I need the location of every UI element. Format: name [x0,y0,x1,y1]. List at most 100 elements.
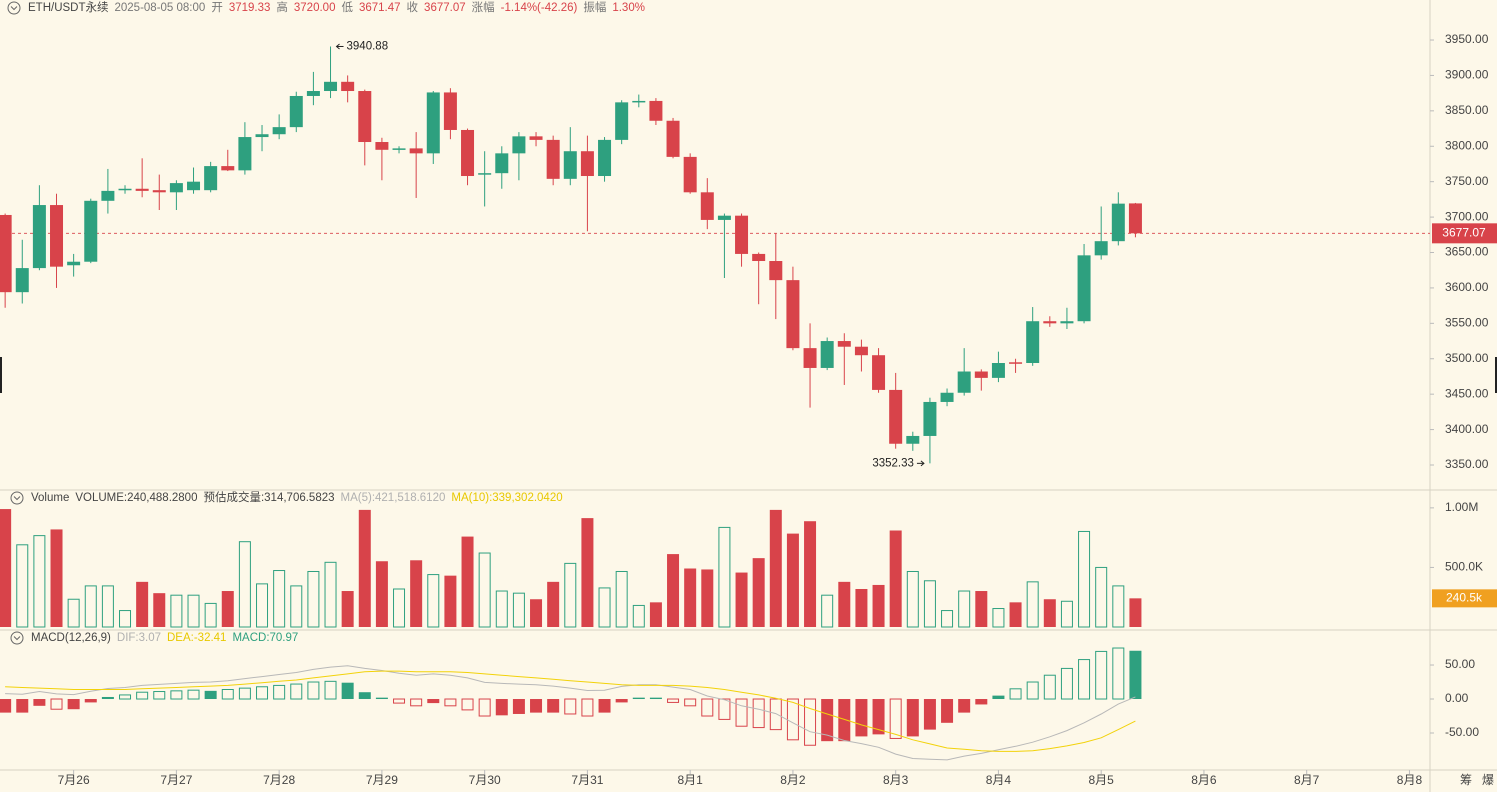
panel-header: Volume VOLUME:240,488.2800 预估成交量:314,706.5… [31,490,563,504]
side-handle[interactable] [1495,357,1497,393]
volume-bar [1112,585,1125,628]
y-tick-label: 3850.00 [1445,103,1489,117]
volume-bar [855,588,868,627]
candle-body [187,181,201,191]
header-item: 收 [407,0,419,14]
volume-bar [444,575,457,627]
candle-body [546,139,560,179]
volume-bar [786,533,799,627]
candle-body [272,127,286,135]
x-tick-label: 8月3 [883,773,909,787]
macd-bar [221,688,234,700]
macd-bar [1078,659,1091,700]
volume-bar [0,509,12,627]
volume-bar [478,552,491,628]
volume-bar [906,570,919,628]
toolbar-button[interactable]: 筹 [1460,773,1472,787]
volume-bar [119,610,132,628]
macd-bar [615,699,628,703]
macd-line [5,665,1136,761]
volume-tag [1432,589,1497,608]
x-tick-label: 8月4 [986,773,1012,787]
side-handle[interactable] [0,357,2,393]
volume-bar [136,581,149,627]
candle-body [700,192,714,220]
macd-bar [992,695,1005,700]
macd-bar [84,699,97,703]
x-tick-label: 8月1 [677,773,703,787]
y-tick-label: 3350.00 [1445,457,1489,471]
macd-bar [581,698,594,717]
collapse-icon[interactable] [7,1,21,15]
header-item: MA(10):339,302.0420 [451,492,562,504]
y-tick-label: 3450.00 [1445,386,1489,400]
y-tick-label: 3700.00 [1445,209,1489,223]
macd-bar [358,692,371,700]
volume-bar [153,593,166,627]
volume-bar [461,536,474,627]
volume-bar [1095,566,1108,628]
macd-bar [804,698,817,746]
macd-bar [769,698,782,731]
x-tick-label: 7月27 [160,773,192,787]
candle-body [135,188,149,191]
volume-bar [649,602,662,627]
min-label: 3352.33 [872,457,914,469]
macd-bar [324,680,337,700]
candle-body [375,142,389,150]
candle-body [683,156,697,193]
volume-bar [427,574,440,628]
macd-bar [290,683,303,700]
header-item: 振幅 [583,0,606,14]
candle-body [1094,241,1108,256]
x-tick-label: 8月5 [1089,773,1115,787]
max-arrow-head [335,43,340,50]
macd-bar [136,691,149,700]
macd-bar [16,699,29,713]
candle-body [974,371,988,378]
header-item: 1.30% [612,2,645,14]
candle-body [957,371,971,393]
candle-body [889,389,903,444]
header-item: 低 [341,1,353,14]
panel-header: MACD(12,26,9) DIF:3.07 DEA:-32.41 MACD:70.9… [31,632,298,644]
candle-body [615,102,629,140]
macd-bar [101,696,114,700]
macd-bar [1095,650,1108,700]
macd-bar [341,682,354,700]
macd-bar [1009,688,1022,700]
volume-bar [33,535,46,628]
candle-body [563,151,577,179]
macd-bar [667,698,680,703]
macd-bar [238,687,251,700]
candle-body [1026,321,1040,364]
toolbar-button[interactable]: 爆 [1482,773,1494,787]
candle-body [820,341,834,368]
volume-bar [410,560,423,627]
x-tick-label: 8月2 [780,773,806,787]
volume-bar [941,610,954,628]
header-item: 3719.33 [229,2,271,14]
volume-bar [975,591,988,627]
volume-bar [581,518,594,627]
candle-body [478,173,492,175]
y-tick-label: 50.00 [1445,657,1475,671]
collapse-icon[interactable] [10,631,24,645]
volume-bar [684,568,697,627]
candle-body [32,205,46,269]
header-item: 3671.47 [359,2,401,14]
y-tick-label: 3550.00 [1445,316,1489,330]
collapse-icon[interactable] [10,491,24,505]
candle-body [0,214,12,293]
candle-body [1128,203,1142,234]
macd-bar [958,699,971,713]
macd-bar [495,699,508,716]
macd-bar [855,699,868,737]
macd-bar [410,698,423,707]
candle-body [392,148,406,150]
volume-bar [204,602,217,628]
candle-body [169,183,183,193]
y-tick-label: 500.0K [1445,560,1483,574]
y-tick-label: 3400.00 [1445,422,1489,436]
macd-bar [478,698,491,717]
